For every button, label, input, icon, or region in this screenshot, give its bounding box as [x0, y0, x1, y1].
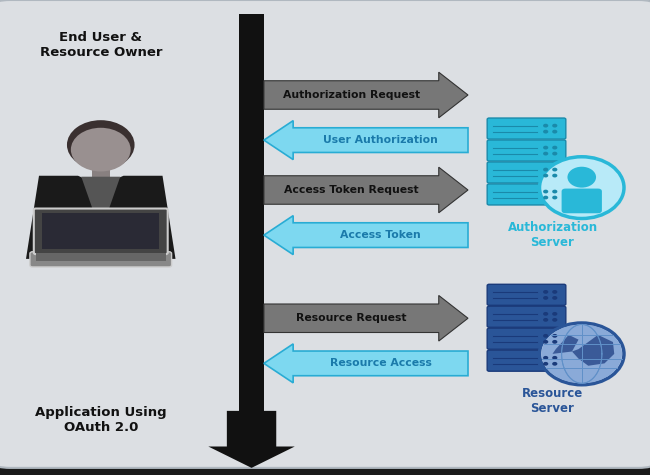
- Circle shape: [543, 168, 548, 171]
- Circle shape: [71, 128, 131, 171]
- Circle shape: [552, 340, 558, 344]
- Circle shape: [552, 146, 558, 150]
- FancyBboxPatch shape: [488, 118, 566, 139]
- Polygon shape: [264, 344, 468, 383]
- FancyBboxPatch shape: [488, 140, 566, 161]
- Circle shape: [543, 340, 548, 344]
- Circle shape: [552, 168, 558, 171]
- Text: User Authorization: User Authorization: [323, 135, 438, 145]
- FancyBboxPatch shape: [488, 284, 566, 305]
- Polygon shape: [81, 177, 120, 214]
- Polygon shape: [264, 167, 468, 213]
- Circle shape: [543, 362, 548, 366]
- Text: Application Using
OAuth 2.0: Application Using OAuth 2.0: [35, 407, 166, 434]
- Text: Access Token: Access Token: [340, 230, 421, 240]
- Bar: [42, 213, 159, 249]
- Text: Resource
Server: Resource Server: [522, 388, 583, 415]
- FancyBboxPatch shape: [488, 328, 566, 349]
- Circle shape: [543, 130, 548, 133]
- Circle shape: [552, 318, 558, 322]
- Text: End User &
Resource Owner: End User & Resource Owner: [40, 31, 162, 59]
- Text: Resource Access: Resource Access: [330, 358, 432, 369]
- Text: Access Token Request: Access Token Request: [284, 185, 419, 195]
- Circle shape: [552, 312, 558, 316]
- FancyBboxPatch shape: [30, 252, 172, 267]
- Circle shape: [543, 124, 548, 128]
- Polygon shape: [572, 335, 614, 366]
- Circle shape: [543, 312, 548, 316]
- Circle shape: [552, 152, 558, 155]
- FancyBboxPatch shape: [488, 350, 566, 371]
- Polygon shape: [264, 216, 468, 255]
- Circle shape: [543, 196, 548, 200]
- Circle shape: [552, 124, 558, 128]
- Text: Resource Request: Resource Request: [296, 313, 407, 323]
- Circle shape: [552, 296, 558, 300]
- Circle shape: [543, 334, 548, 338]
- Text: Authorization
Server: Authorization Server: [508, 221, 597, 249]
- Text: Authorization Request: Authorization Request: [283, 90, 420, 100]
- FancyBboxPatch shape: [488, 306, 566, 327]
- Circle shape: [543, 296, 548, 300]
- Circle shape: [552, 362, 558, 366]
- Bar: [92, 152, 110, 178]
- Circle shape: [543, 318, 548, 322]
- Bar: [36, 253, 166, 261]
- Polygon shape: [552, 335, 578, 354]
- FancyArrow shape: [208, 411, 295, 468]
- FancyBboxPatch shape: [488, 162, 566, 183]
- Circle shape: [543, 356, 548, 360]
- Circle shape: [552, 356, 558, 360]
- Circle shape: [67, 120, 135, 170]
- Circle shape: [541, 324, 622, 383]
- FancyBboxPatch shape: [488, 184, 566, 205]
- Circle shape: [543, 174, 548, 178]
- Circle shape: [540, 157, 624, 218]
- Circle shape: [552, 190, 558, 193]
- Circle shape: [543, 152, 548, 155]
- Circle shape: [540, 323, 624, 385]
- Circle shape: [567, 167, 596, 188]
- FancyBboxPatch shape: [34, 209, 168, 254]
- Circle shape: [552, 290, 558, 294]
- Polygon shape: [264, 72, 468, 118]
- Polygon shape: [26, 176, 176, 259]
- Circle shape: [552, 174, 558, 178]
- Circle shape: [552, 334, 558, 338]
- Polygon shape: [264, 121, 468, 160]
- Circle shape: [552, 130, 558, 133]
- Circle shape: [543, 146, 548, 150]
- Circle shape: [552, 196, 558, 200]
- Polygon shape: [264, 295, 468, 341]
- FancyBboxPatch shape: [562, 189, 602, 213]
- Circle shape: [543, 290, 548, 294]
- Circle shape: [543, 190, 548, 193]
- Bar: [239, 14, 264, 413]
